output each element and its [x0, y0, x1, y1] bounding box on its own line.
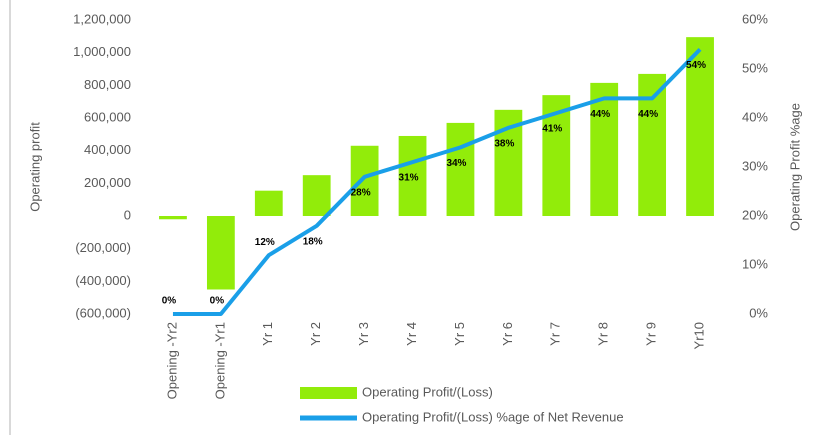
y2-tick-label: 10%: [742, 256, 768, 271]
x-tick-label: Yr 9: [644, 322, 659, 346]
bar: [398, 135, 427, 216]
bar: [350, 145, 379, 216]
y-tick-label: 400,000: [84, 142, 131, 157]
data-label: 38%: [494, 138, 514, 149]
bar: [302, 175, 331, 216]
x-tick-label: Yr 8: [596, 322, 611, 346]
data-label: 28%: [351, 187, 371, 198]
data-label: 12%: [255, 237, 275, 248]
y-tick-label: 1,000,000: [73, 44, 131, 59]
x-tick-label: Opening -Yr1: [212, 322, 227, 399]
bar: [686, 37, 714, 217]
x-tick-label: Yr 2: [308, 322, 323, 346]
y-tick-label: 1,200,000: [73, 11, 131, 26]
x-tick-label: Yr 3: [356, 322, 371, 346]
bar: [254, 190, 283, 216]
data-label: 18%: [303, 236, 323, 247]
y-tick-label: (200,000): [75, 240, 131, 255]
line: [172, 48, 702, 316]
x-tick-label: Yr10: [691, 322, 706, 349]
data-label: 0%: [162, 296, 177, 307]
y2-tick-label: 60%: [742, 11, 768, 26]
legend-swatch: [300, 387, 357, 399]
y2-tick-label: 30%: [742, 158, 768, 173]
bar: [159, 216, 187, 220]
y-tick-label: 600,000: [84, 109, 131, 124]
bar: [638, 73, 667, 217]
bar: [446, 122, 475, 216]
y-tick-label: 200,000: [84, 175, 131, 190]
bar: [590, 82, 619, 216]
y-axis-title: Operating profit: [27, 122, 42, 212]
data-label: 41%: [542, 124, 562, 135]
x-tick-label: Yr 6: [500, 322, 515, 346]
x-tick-label: Yr 4: [404, 322, 419, 346]
y2-tick-label: 0%: [749, 305, 768, 320]
y2-tick-label: 50%: [742, 60, 768, 75]
data-label: 0%: [210, 296, 225, 307]
data-label: 54%: [686, 60, 706, 71]
y-tick-label: 800,000: [84, 77, 131, 92]
x-tick-label: Yr 5: [452, 322, 467, 346]
data-label: 44%: [638, 109, 658, 120]
y2-tick-label: 20%: [742, 207, 768, 222]
y2-axis-title: Operating Profit %age: [787, 103, 802, 231]
data-label: 44%: [590, 109, 610, 120]
data-label: 34%: [446, 158, 466, 169]
x-tick-label: Yr 7: [548, 322, 563, 346]
y-tick-label: (400,000): [75, 273, 131, 288]
x-tick-label: Opening -Yr2: [164, 322, 179, 399]
bar: [206, 216, 235, 290]
legend-label: Operating Profit/(Loss): [362, 384, 493, 399]
y2-tick-label: 40%: [742, 109, 768, 124]
y-tick-label: (600,000): [75, 305, 131, 320]
data-label: 31%: [399, 173, 419, 184]
legend-label: Operating Profit/(Loss) %age of Net Reve…: [362, 409, 624, 424]
x-tick-label: Yr 1: [260, 322, 275, 346]
y-tick-label: 0: [124, 207, 131, 222]
